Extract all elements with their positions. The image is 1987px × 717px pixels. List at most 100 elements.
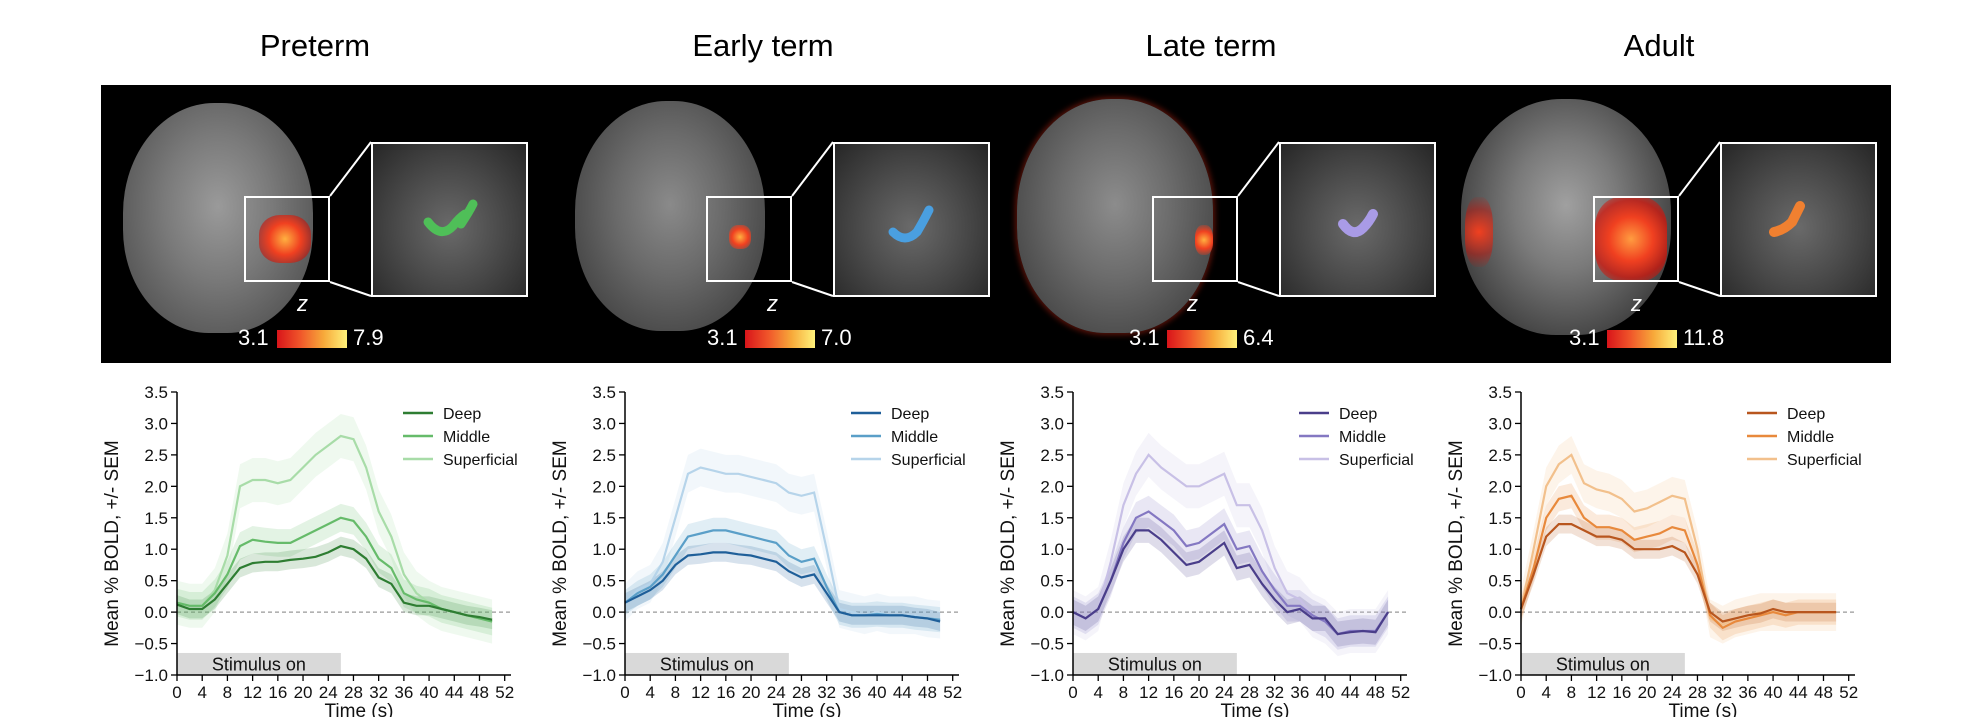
legend-label-superficial: Superficial: [1787, 452, 1862, 469]
zoom-inset: [1720, 142, 1877, 297]
series-line-deep: [176, 544, 493, 621]
x-tick-label: 16: [1612, 683, 1631, 702]
zoom-inset: [1279, 142, 1436, 297]
x-tick-label: 8: [671, 683, 680, 702]
roi-ribbon: [1769, 201, 1805, 237]
y-tick-label: 3.0: [1040, 414, 1064, 433]
brain-panel-late-term: z 3.1 6.4: [997, 85, 1445, 363]
legend-label-deep: Deep: [1339, 406, 1377, 423]
timecourse-chart-adult: Stimulus on 3.5 3.0 2.5 2.0 1.5 1.0 0.5 0.0 −0.5 −…: [1446, 383, 1862, 717]
colorbar-min-label: 3.1: [1129, 325, 1160, 350]
x-tick-label: 28: [344, 683, 363, 702]
colorbar-z-label: z: [1187, 291, 1198, 316]
roi-ribbon: [1338, 209, 1378, 238]
x-tick-label: 48: [1366, 683, 1385, 702]
y-tick-label: −0.5: [582, 635, 616, 654]
colorbar-max-label: 7.0: [821, 325, 852, 350]
y-tick-label: 1.0: [1488, 540, 1512, 559]
colorbar-gradient: [277, 330, 347, 348]
series-line-deep: [1519, 523, 1837, 623]
legend-label-middle: Middle: [1339, 429, 1386, 446]
series-line-deep: [624, 551, 941, 623]
x-tick-label: 12: [1139, 683, 1158, 702]
y-tick-label: 2.5: [1040, 446, 1064, 465]
y-tick-label: 0.5: [144, 572, 168, 591]
sem-band-deep: [625, 542, 941, 631]
x-axis-label: Time (s): [773, 701, 842, 717]
sem-band-middle: [625, 517, 941, 633]
y-tick-label: 3.0: [144, 414, 168, 433]
zoom-connector-lines: [791, 141, 834, 297]
x-tick-label: 48: [1814, 683, 1833, 702]
brain-panel-adult: z 3.1 11.8: [1445, 85, 1891, 363]
x-tick-label: 0: [1516, 683, 1525, 702]
brain-slice-image: [575, 101, 765, 331]
y-tick-label: 3.0: [1488, 414, 1512, 433]
zoom-connector-lines: [1678, 141, 1721, 297]
x-tick-label: 8: [1119, 683, 1128, 702]
sem-band-deep: [1521, 514, 1837, 631]
timecourse-chart-preterm: Stimulus on 3.5 3.0 2.5 2.0 1.5 1.0 0.5 0.0 −0.5 −…: [102, 383, 518, 717]
stimulus-label: Stimulus on: [212, 654, 306, 674]
x-tick-label: 44: [1789, 683, 1808, 702]
y-tick-label: 3.5: [144, 383, 168, 402]
y-tick-label: 0.5: [592, 572, 616, 591]
y-tick-label: 0.0: [592, 603, 616, 622]
x-tick-label: 52: [943, 683, 962, 702]
stimulus-bar: [177, 652, 341, 675]
x-tick-label: 32: [369, 683, 388, 702]
stimulus-bar: [1073, 652, 1237, 675]
y-tick-label: 3.0: [592, 414, 616, 433]
x-tick-label: 28: [792, 683, 811, 702]
activation-blob: [1195, 225, 1213, 255]
y-tick-label: 3.5: [1040, 383, 1064, 402]
y-tick-label: 2.0: [144, 477, 168, 496]
stimulus-label: Stimulus on: [1556, 654, 1650, 674]
x-tick-label: 8: [1567, 683, 1576, 702]
colorbar-gradient: [1167, 330, 1237, 348]
legend-label-deep: Deep: [891, 406, 929, 423]
x-tick-label: 48: [470, 683, 489, 702]
legend-label-superficial: Superficial: [443, 452, 518, 469]
sem-band-superficial: [177, 414, 493, 644]
legend-label-superficial: Superficial: [891, 452, 966, 469]
stimulus-label: Stimulus on: [1108, 654, 1202, 674]
panel-title-adult: Adult: [1623, 28, 1695, 63]
y-tick-label: 1.5: [592, 509, 616, 528]
colorbar-max-label: 6.4: [1243, 325, 1274, 350]
x-tick-label: 20: [1190, 683, 1209, 702]
timecourse-chart-early-term: Stimulus on 3.5 3.0 2.5 2.0 1.5 1.0 0.5 0.0 −0.5 −…: [550, 383, 966, 717]
x-tick-label: 36: [394, 683, 413, 702]
x-tick-label: 16: [716, 683, 735, 702]
x-tick-label: 44: [445, 683, 464, 702]
y-axis-label: Mean % BOLD, +/- SEM: [550, 440, 571, 646]
x-tick-label: 20: [294, 683, 313, 702]
roi-ribbon: [888, 205, 934, 243]
brain-panel-preterm: z 3.1 7.9: [101, 85, 549, 363]
colorbar-min-label: 3.1: [1569, 325, 1600, 350]
stimulus-label: Stimulus on: [660, 654, 754, 674]
x-tick-label: 24: [1215, 683, 1234, 702]
x-tick-label: 40: [1764, 683, 1783, 702]
x-tick-label: 40: [1316, 683, 1335, 702]
x-tick-label: 52: [1391, 683, 1410, 702]
zoom-connector-lines: [329, 141, 372, 297]
y-axis-label: Mean % BOLD, +/- SEM: [998, 440, 1019, 646]
x-tick-label: 32: [817, 683, 836, 702]
y-tick-label: 1.5: [144, 509, 168, 528]
y-tick-label: −1.0: [1030, 666, 1064, 685]
x-tick-label: 0: [620, 683, 629, 702]
y-tick-label: 1.5: [1488, 509, 1512, 528]
x-tick-label: 12: [691, 683, 710, 702]
colorbar-gradient: [745, 330, 815, 348]
y-tick-label: 2.5: [144, 446, 168, 465]
panel-title-early-term: Early term: [692, 28, 834, 63]
x-tick-label: 12: [243, 683, 262, 702]
x-tick-label: 28: [1688, 683, 1707, 702]
sem-band-middle: [1521, 483, 1837, 641]
activation-blob: [1465, 197, 1493, 267]
x-tick-label: 16: [1164, 683, 1183, 702]
x-axis-label: Time (s): [1221, 701, 1290, 717]
timecourse-chart-late-term: Stimulus on 3.5 3.0 2.5 2.0 1.5 1.0 0.5 0.0 −0.5 −…: [998, 383, 1414, 717]
roi-ribbon: [423, 199, 478, 237]
